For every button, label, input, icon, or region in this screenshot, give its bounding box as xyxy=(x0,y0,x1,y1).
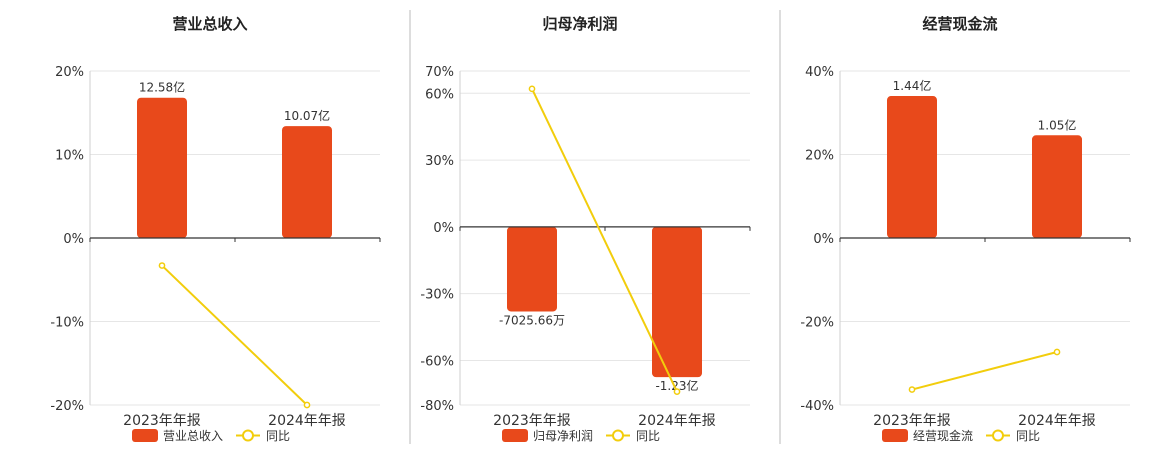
y-tick-label: -20% xyxy=(50,399,84,414)
x-category-label: 2023年年报 xyxy=(873,413,951,429)
y-tick-label: -20% xyxy=(800,316,834,331)
bar xyxy=(137,97,187,238)
y-tick-label: 20% xyxy=(55,65,84,80)
y-tick-label: 60% xyxy=(425,87,454,102)
bar-value-label: 1.05亿 xyxy=(1038,117,1077,132)
chart-title: 经营现金流 xyxy=(922,15,997,33)
legend-bar-swatch xyxy=(502,429,528,442)
legend-bar-label: 营业总收入 xyxy=(163,429,223,443)
bar xyxy=(507,226,557,312)
y-tick-label: 20% xyxy=(805,149,834,164)
yoy-line xyxy=(161,264,308,406)
y-tick-label: 10% xyxy=(55,149,84,164)
yoy-point xyxy=(908,386,916,393)
y-tick-label: -80% xyxy=(420,399,454,414)
yoy-point xyxy=(303,401,311,409)
legend-bar-label: 归母净利润 xyxy=(533,429,593,443)
bar xyxy=(887,96,937,238)
x-category-label: 2023年年报 xyxy=(493,413,571,429)
yoy-point xyxy=(673,388,681,395)
legend-line-label: 同比 xyxy=(1016,429,1040,443)
bar xyxy=(1032,135,1082,238)
x-category-label: 2024年年报 xyxy=(1018,413,1096,429)
y-tick-label: 0% xyxy=(433,221,454,236)
y-tick-label: -10% xyxy=(50,316,84,331)
legend-line-marker xyxy=(612,429,624,442)
legend-line-label: 同比 xyxy=(636,429,660,443)
y-tick-label: -40% xyxy=(800,399,834,414)
x-category-label: 2023年年报 xyxy=(123,413,201,429)
bar-value-label: 10.07亿 xyxy=(284,108,330,123)
y-tick-label: 40% xyxy=(805,65,834,80)
bar xyxy=(652,226,702,378)
yoy-point xyxy=(528,85,536,93)
bar-value-label: 1.44亿 xyxy=(893,78,932,93)
y-tick-label: 0% xyxy=(813,232,834,247)
bar-value-label: -1.23亿 xyxy=(655,378,698,393)
legend-line-label: 同比 xyxy=(266,429,290,443)
x-category-label: 2024年年报 xyxy=(268,413,346,429)
bar-value-label: -7025.66万 xyxy=(499,313,565,327)
chart-title: 归母净利润 xyxy=(542,15,617,33)
yoy-line xyxy=(911,351,1058,391)
legend-bar-swatch xyxy=(132,429,158,442)
y-tick-label: 30% xyxy=(425,154,454,169)
y-tick-label: 0% xyxy=(63,232,84,247)
legend-line-marker xyxy=(992,429,1004,442)
chart-title: 营业总收入 xyxy=(172,15,247,33)
y-tick-label: -30% xyxy=(420,288,454,303)
bar xyxy=(282,126,332,238)
legend-bar-label: 经营现金流 xyxy=(913,428,973,443)
y-tick-label: 70% xyxy=(425,65,454,80)
bar-value-label: 12.58亿 xyxy=(139,80,185,95)
x-category-label: 2024年年报 xyxy=(638,413,716,429)
legend-bar-swatch xyxy=(882,429,908,442)
yoy-point xyxy=(158,262,166,269)
legend-line-marker xyxy=(242,429,254,442)
yoy-point xyxy=(1053,348,1061,356)
yoy-line xyxy=(531,88,678,393)
y-tick-label: -60% xyxy=(420,354,454,369)
